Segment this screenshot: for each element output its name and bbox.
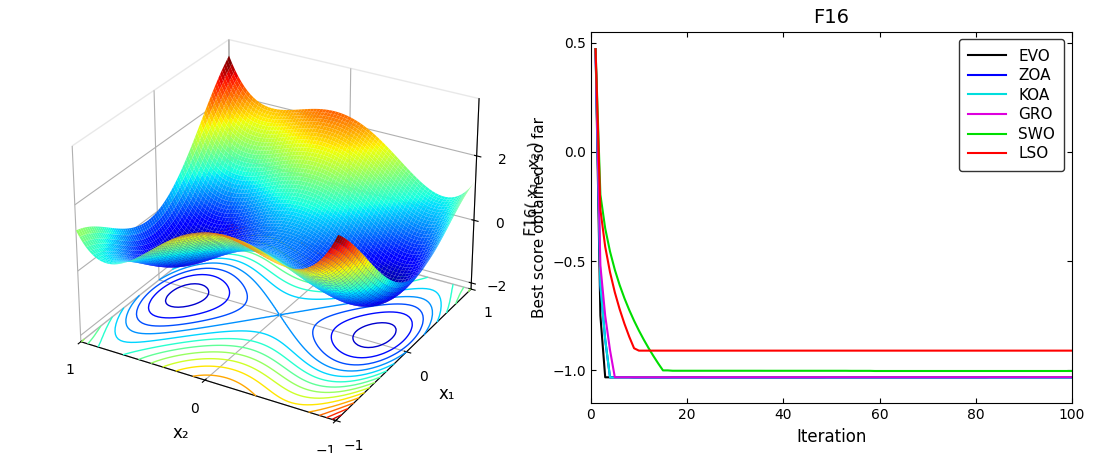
KOA (1046, 375, 1059, 381)
EVO (1046, 375, 1059, 381)
SWO (1046, 368, 1059, 374)
ZOA (873, 375, 886, 381)
LSO (589, 47, 602, 52)
ZOA (700, 375, 713, 381)
Legend: EVO, ZOA, KOA, GRO, SWO, LSO: EVO, ZOA, KOA, GRO, SWO, LSO (958, 39, 1064, 171)
ZOA (680, 375, 694, 381)
Title: F16: F16 (814, 8, 849, 27)
GRO (1066, 375, 1079, 380)
SWO (589, 47, 602, 52)
ZOA (1022, 375, 1035, 381)
GRO (608, 375, 621, 380)
LSO (1046, 348, 1059, 353)
Line: EVO: EVO (595, 49, 1072, 378)
GRO (705, 375, 718, 380)
KOA (1032, 375, 1045, 381)
KOA (700, 375, 713, 381)
Line: SWO: SWO (595, 49, 1072, 371)
GRO (1046, 375, 1059, 380)
GRO (1032, 375, 1045, 380)
KOA (835, 375, 848, 381)
SWO (869, 368, 882, 374)
SWO (1032, 368, 1045, 374)
LSO (1032, 348, 1045, 353)
EVO (877, 375, 891, 381)
EVO (1066, 375, 1079, 381)
SWO (680, 368, 694, 373)
KOA (1066, 375, 1079, 381)
Line: GRO: GRO (595, 49, 1072, 377)
SWO (1066, 368, 1079, 374)
LSO (632, 348, 645, 353)
ZOA (1032, 375, 1045, 381)
X-axis label: Iteration: Iteration (796, 428, 866, 446)
KOA (984, 375, 997, 381)
ZOA (1066, 375, 1079, 381)
EVO (1032, 375, 1045, 381)
GRO (839, 375, 852, 380)
ZOA (589, 47, 602, 52)
EVO (700, 375, 713, 381)
EVO (589, 47, 602, 52)
KOA (680, 375, 694, 381)
Y-axis label: Best score obtained so far: Best score obtained so far (532, 117, 547, 318)
LSO (839, 348, 852, 353)
LSO (1066, 348, 1079, 353)
SWO (700, 368, 713, 373)
Line: ZOA: ZOA (595, 49, 1072, 378)
Line: LSO: LSO (595, 49, 1072, 351)
EVO (839, 375, 852, 381)
KOA (873, 375, 886, 381)
LSO (685, 348, 698, 353)
KOA (589, 47, 602, 52)
Line: KOA: KOA (595, 49, 1072, 378)
ZOA (835, 375, 848, 381)
EVO (680, 375, 694, 380)
SWO (877, 368, 891, 374)
SWO (835, 368, 848, 374)
ZOA (1046, 375, 1059, 381)
GRO (877, 375, 891, 380)
GRO (685, 375, 698, 380)
GRO (589, 47, 602, 52)
X-axis label: x₂: x₂ (172, 424, 188, 442)
Y-axis label: x₁: x₁ (439, 385, 455, 403)
LSO (877, 348, 891, 353)
LSO (705, 348, 718, 353)
EVO (705, 375, 718, 381)
